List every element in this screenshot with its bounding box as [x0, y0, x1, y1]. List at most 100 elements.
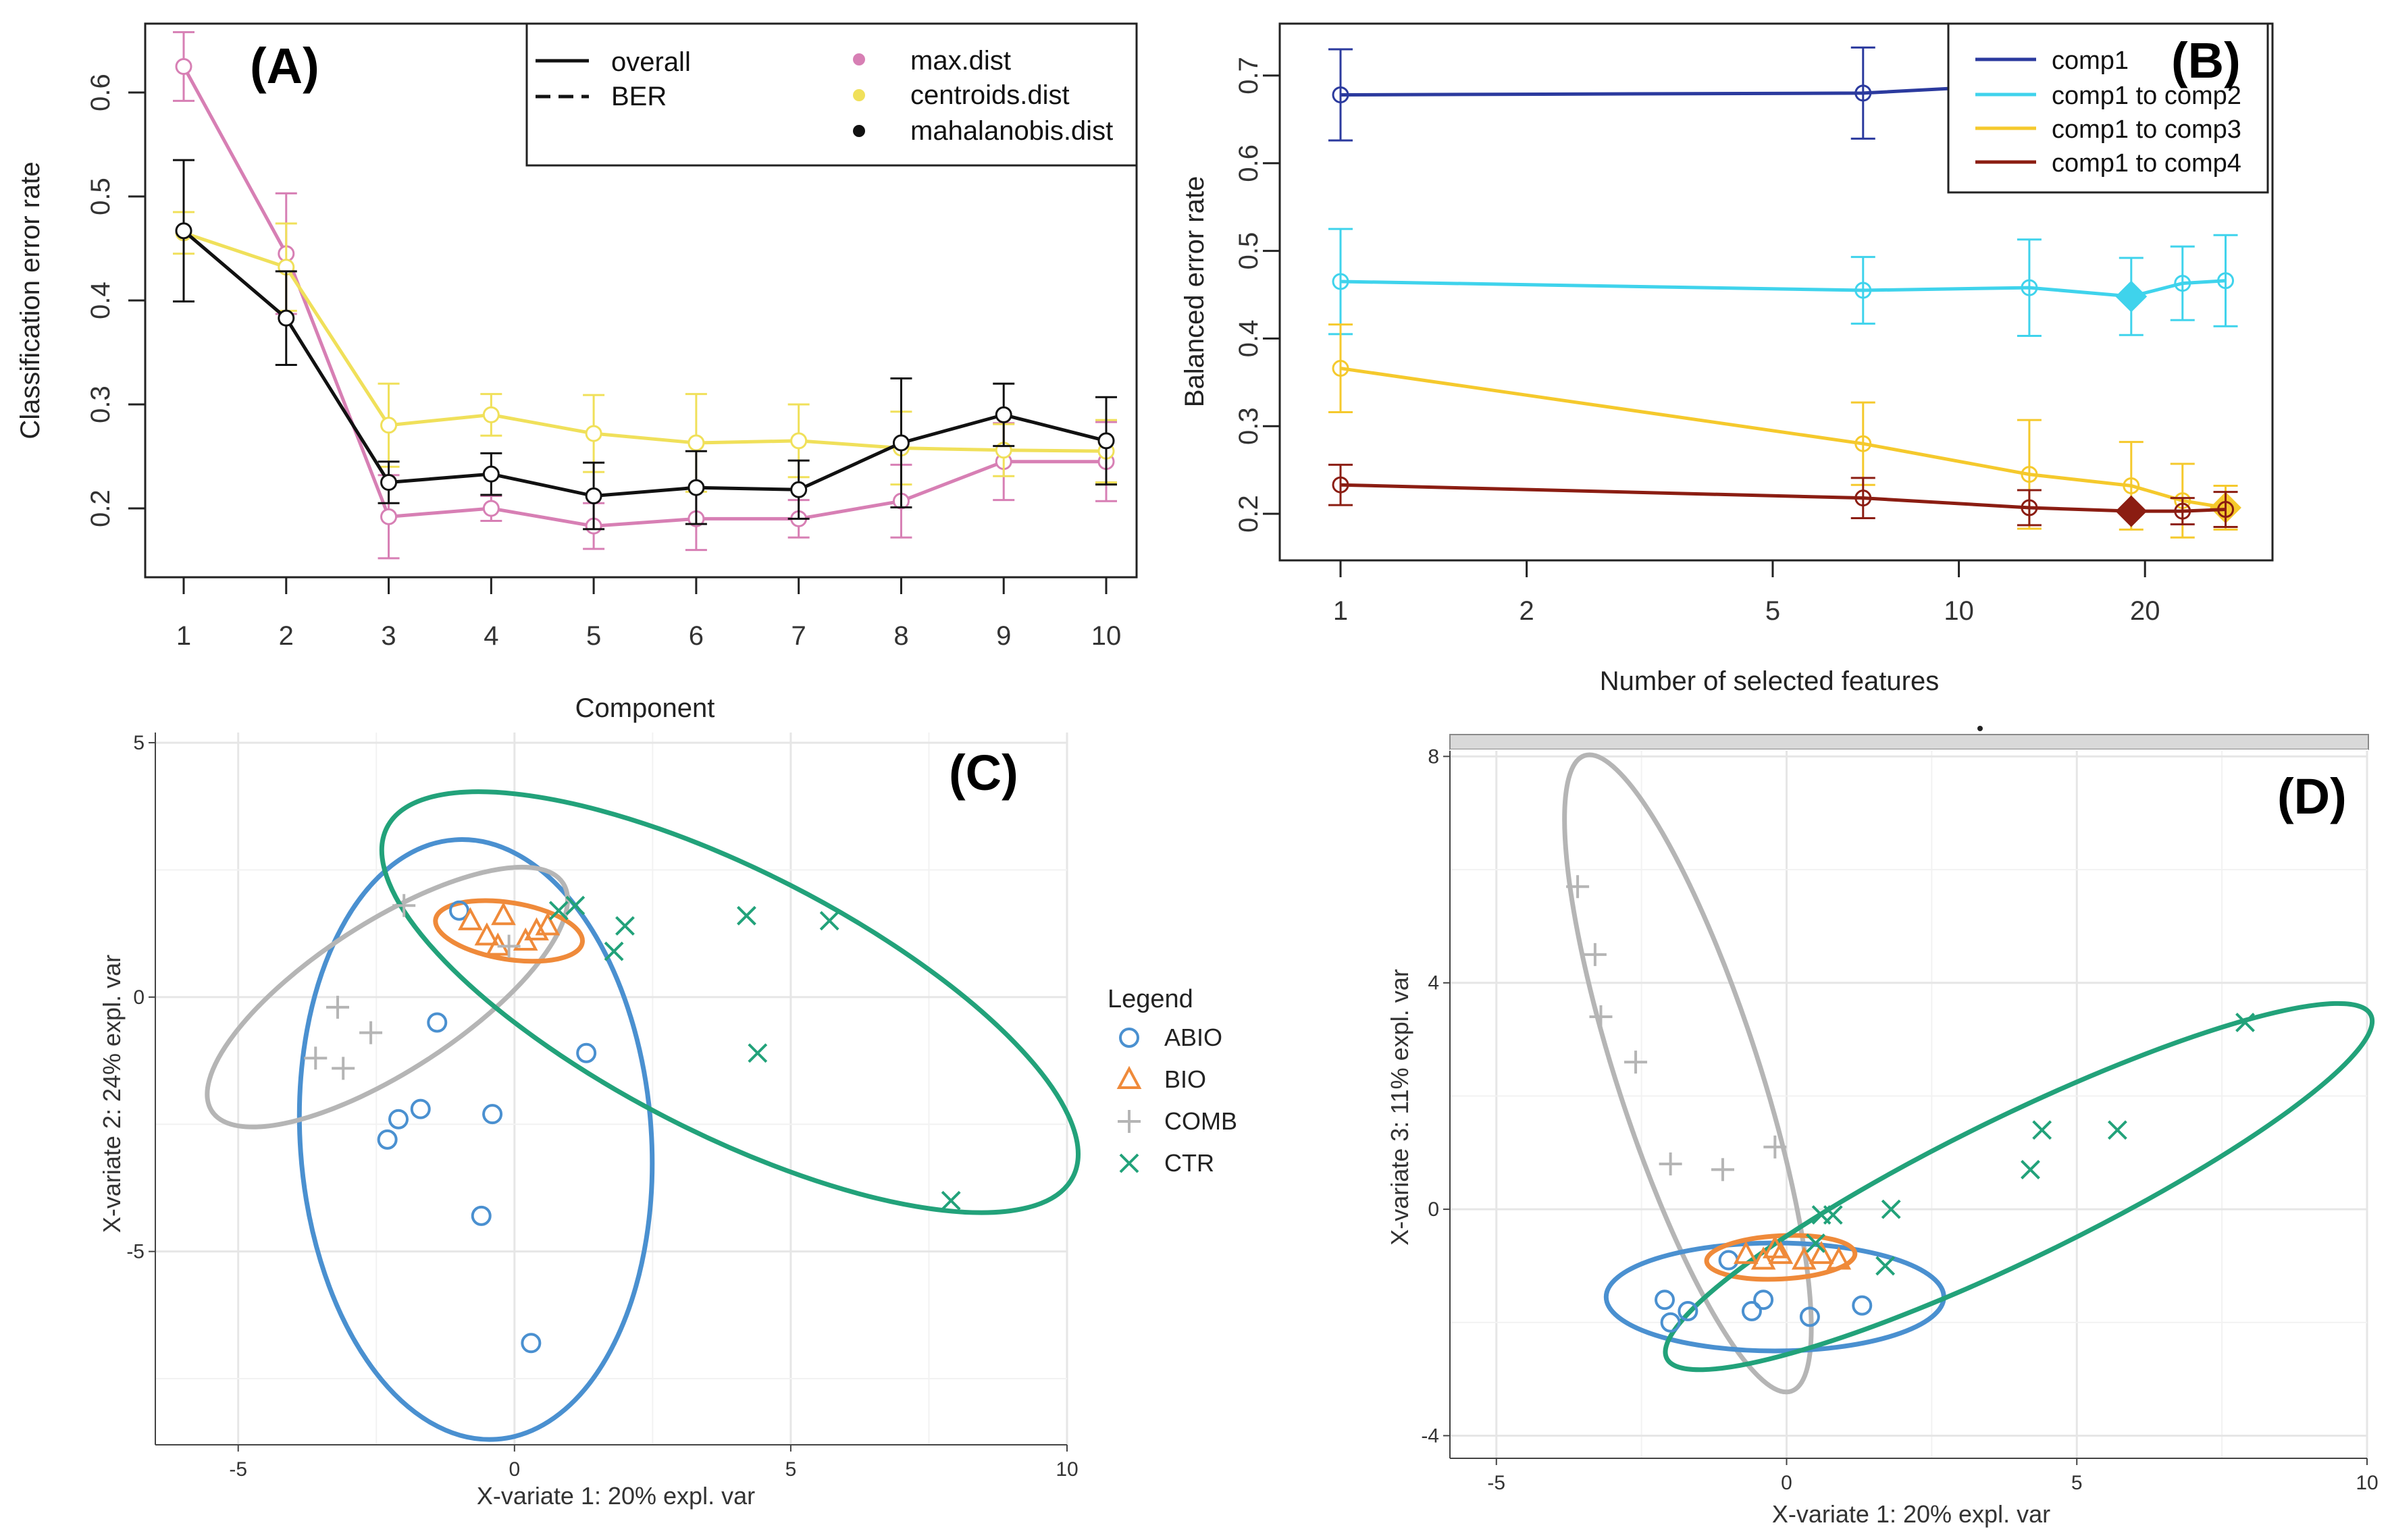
panel-c-y-axis-label: X-variate 2: 24% expl. var [98, 955, 126, 1233]
x-tick-label: 20 [2130, 596, 2160, 626]
data-point-comb [332, 1057, 355, 1080]
x-tick-label: 10 [1944, 596, 1974, 626]
x-tick-label: 1 [1333, 596, 1348, 626]
data-point-ctr [748, 1043, 768, 1063]
data-point-comp1 [1332, 86, 1349, 103]
data-point-abio [1678, 1301, 1698, 1322]
data-point-comb [1659, 1152, 1682, 1176]
panel-b-label: (B) [2171, 32, 2241, 88]
data-point-comp1-to-comp3 [1332, 360, 1349, 377]
data-point-ctr [615, 915, 635, 936]
x-tick-label: 2 [1519, 596, 1534, 626]
data-point-mahalanobis-dist [790, 481, 808, 498]
legend-title: Legend [1108, 985, 1193, 1013]
data-point-comp1-to-comp2 [1332, 273, 1349, 290]
data-point-abio [1852, 1295, 1873, 1316]
optimal-marker-comp1-to-comp2 [2115, 280, 2148, 313]
panel-c-label: (C) [949, 745, 1018, 801]
x-tick-label: 0 [1781, 1472, 1792, 1494]
data-point-ctr [2235, 1013, 2255, 1032]
data-point-abio [521, 1333, 542, 1354]
legend-comp1: comp1 [2052, 47, 2129, 75]
panel-a-legend: overall BER max.dist centroids.dist maha… [525, 22, 1138, 167]
data-point-max-dist [482, 500, 500, 517]
legend-comp1-to-comp3: comp1 to comp3 [2052, 115, 2241, 144]
legend-comp1-to-comp2: comp1 to comp2 [2052, 82, 2241, 110]
x-tick-label: 1 [176, 621, 191, 651]
data-point-centroids-dist [585, 425, 602, 442]
x-tick-label: 5 [785, 1458, 797, 1481]
data-point-abio [410, 1098, 431, 1119]
legend-marker-abio [1119, 1028, 1139, 1048]
confidence-ellipse-comb [205, 864, 570, 1130]
x-tick-label: 6 [689, 621, 704, 651]
data-point-ctr [941, 1190, 961, 1211]
data-point-mahalanobis-dist [892, 434, 910, 452]
panel-d: -5 0 5 10 -4 0 4 8 (D) X-variate 1: 20% expl. v… [1386, 726, 2379, 1528]
data-point-ctr [1881, 1199, 1901, 1219]
data-point-mahalanobis-dist [175, 222, 192, 240]
data-point-comp1-to-comp4 [1854, 489, 1872, 507]
legend-ber: BER [611, 82, 667, 111]
panel-d-x-axis-label: X-variate 1: 20% expl. var [1772, 1500, 2050, 1528]
y-tick-label: 0.2 [86, 489, 115, 527]
confidence-ellipse-comb [1562, 752, 1814, 1395]
data-point-mahalanobis-dist [995, 406, 1012, 423]
panel-c: -5 0 5 10 -5 0 5 (C) X-variate 1: 20% expl. va… [98, 729, 1237, 1510]
confidence-ellipse-abio [296, 837, 655, 1442]
data-point-comb [1583, 942, 1607, 966]
data-point-bio [1762, 1235, 1788, 1258]
legend-max-dist: max.dist [910, 46, 1011, 76]
data-point-ctr [1806, 1233, 1825, 1253]
data-point-comp1-to-comp2 [2174, 275, 2191, 292]
panel-b-x-axis-label: Number of selected features [1600, 666, 1939, 696]
legend-comp1-to-comp4: comp1 to comp4 [2052, 149, 2241, 178]
y-tick-label: 0 [133, 986, 145, 1009]
data-point-comp1-to-comp4 [1332, 476, 1349, 494]
data-point-abio [482, 1104, 503, 1125]
data-point-bio [474, 922, 500, 946]
data-point-comp1-to-comp3 [2021, 466, 2038, 483]
x-tick-label: 5 [1765, 596, 1780, 626]
y-tick-label: -4 [1421, 1425, 1439, 1447]
panel-d-top-strip [1449, 734, 2369, 750]
data-point-abio [388, 1109, 409, 1130]
panel-b: 1 2 5 10 20 0.2 0.3 0.4 0.5 0.6 0.7 Number of sele… [1180, 22, 2274, 696]
y-tick-label: 0.5 [86, 178, 115, 215]
data-point-comp1-to-comp4 [2174, 502, 2191, 520]
data-point-centroids-dist [790, 432, 808, 450]
data-point-comp1-to-comp3 [1854, 435, 1872, 452]
data-point-ctr [604, 941, 624, 961]
series-line-centroids-dist [183, 231, 1107, 453]
confidence-ellipse-ctr [379, 789, 1081, 1215]
data-point-comb [1711, 1158, 1734, 1181]
data-point-comp1-to-comp4 [2217, 501, 2235, 519]
data-point-abio [449, 900, 469, 921]
optimal-marker-comp1-to-comp4 [2115, 495, 2148, 527]
data-point-comp1-to-comp2 [1854, 282, 1872, 299]
data-point-bio [458, 907, 483, 930]
legend-marker-mahalanobis-dist [853, 125, 865, 137]
data-point-centroids-dist [482, 406, 500, 423]
data-point-bio [1750, 1246, 1776, 1270]
data-point-comp1-to-comp3 [2123, 477, 2140, 495]
x-tick-label: 10 [1091, 621, 1122, 651]
data-point-max-dist [175, 58, 192, 75]
panel-c-legend: Legend ABIO BIO COMB CTR [1108, 985, 1237, 1177]
data-point-abio [576, 1042, 597, 1063]
data-point-comp1-to-comp4 [2021, 499, 2038, 516]
data-point-ctr [1823, 1205, 1843, 1225]
panel-d-y-axis-label: X-variate 3: 11% expl. var [1386, 969, 1413, 1246]
y-tick-label: 0.3 [86, 386, 115, 423]
data-point-ctr [565, 895, 586, 915]
legend-centroids-dist: centroids.dist [910, 80, 1070, 110]
legend-marker-bio [1116, 1065, 1142, 1089]
data-point-comb [326, 995, 349, 1019]
y-tick-label: 0.6 [1234, 144, 1264, 182]
x-tick-label: 9 [996, 621, 1011, 651]
panel-d-plot-area [1450, 749, 2368, 1462]
legend-marker-centroids-dist [853, 89, 865, 101]
data-point-abio [377, 1129, 398, 1150]
data-point-comp1-to-comp2 [2021, 279, 2038, 296]
